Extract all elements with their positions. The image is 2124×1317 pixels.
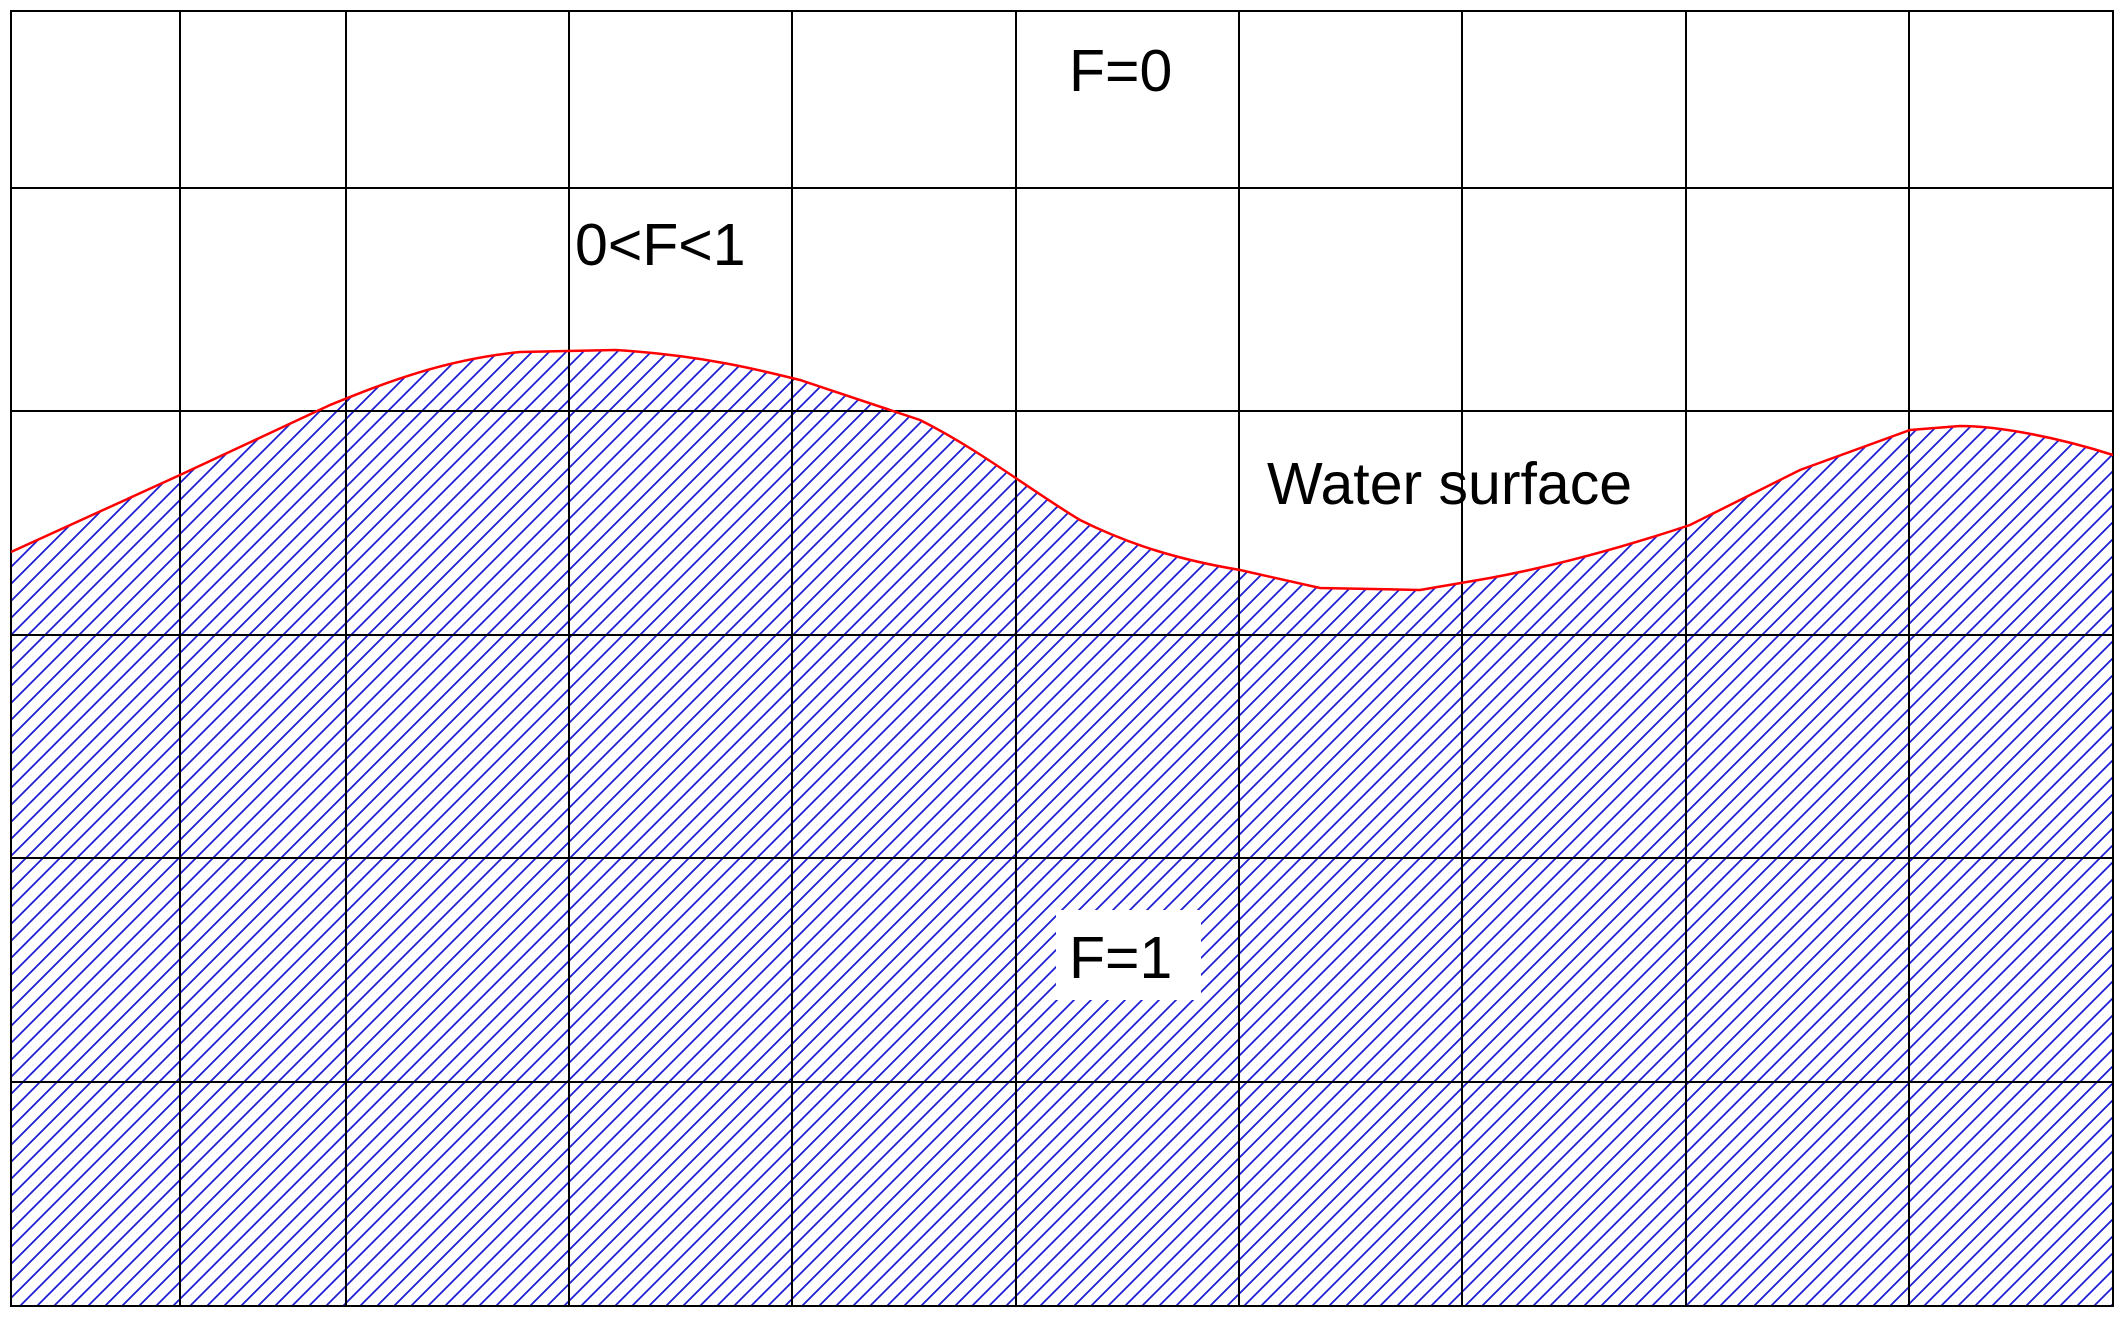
water-surface-line xyxy=(11,348,2113,592)
label-f-zero: F=0 xyxy=(1069,38,1172,104)
label-f-one: F=1 xyxy=(1069,925,1172,991)
label-f-interface: 0<F<1 xyxy=(575,212,746,278)
label-f-one-background xyxy=(1056,910,1201,1000)
computational-grid xyxy=(10,10,2114,1307)
water-region xyxy=(11,350,2113,1306)
label-water-surface: Water surface xyxy=(1267,451,1632,517)
